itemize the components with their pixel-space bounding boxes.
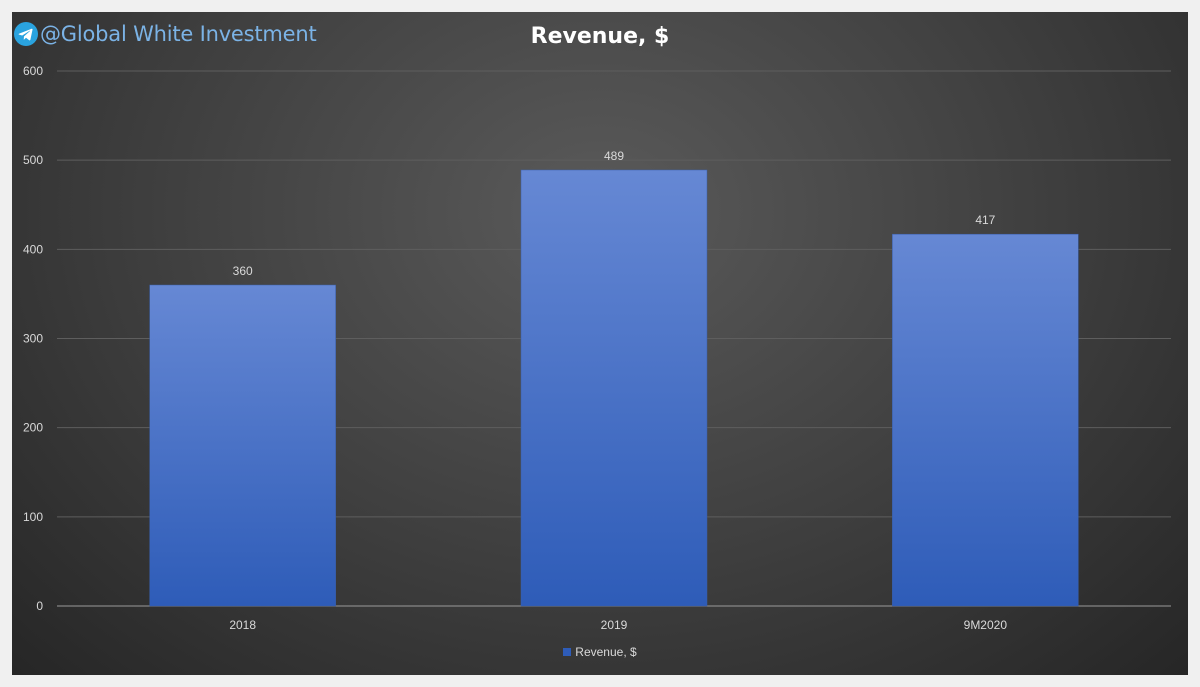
bar-2018 — [149, 284, 336, 607]
legend: Revenue, $ — [0, 645, 1200, 659]
y-tick-label: 400 — [23, 242, 43, 256]
legend-label: Revenue, $ — [575, 645, 637, 659]
y-tick-label: 200 — [23, 421, 43, 435]
y-tick-label: 500 — [23, 153, 43, 167]
y-tick-label: 600 — [23, 64, 43, 78]
data-label: 489 — [604, 149, 624, 163]
data-label: 360 — [233, 264, 253, 278]
telegram-icon — [14, 22, 38, 46]
chart-title: Revenue, $ — [530, 24, 670, 49]
x-tick-label: 2019 — [601, 618, 628, 632]
bar-9m2020 — [892, 233, 1079, 607]
watermark: @Global White Investment — [14, 20, 317, 48]
watermark-text: @Global White Investment — [40, 22, 317, 46]
x-tick-label: 9M2020 — [964, 618, 1008, 632]
legend-swatch — [563, 648, 572, 656]
y-tick-label: 0 — [36, 599, 43, 613]
bar-2019 — [520, 169, 708, 607]
x-tick-label: 2018 — [229, 618, 256, 632]
data-label: 417 — [975, 213, 995, 227]
y-tick-label: 300 — [23, 332, 43, 346]
y-tick-label: 100 — [23, 510, 43, 524]
